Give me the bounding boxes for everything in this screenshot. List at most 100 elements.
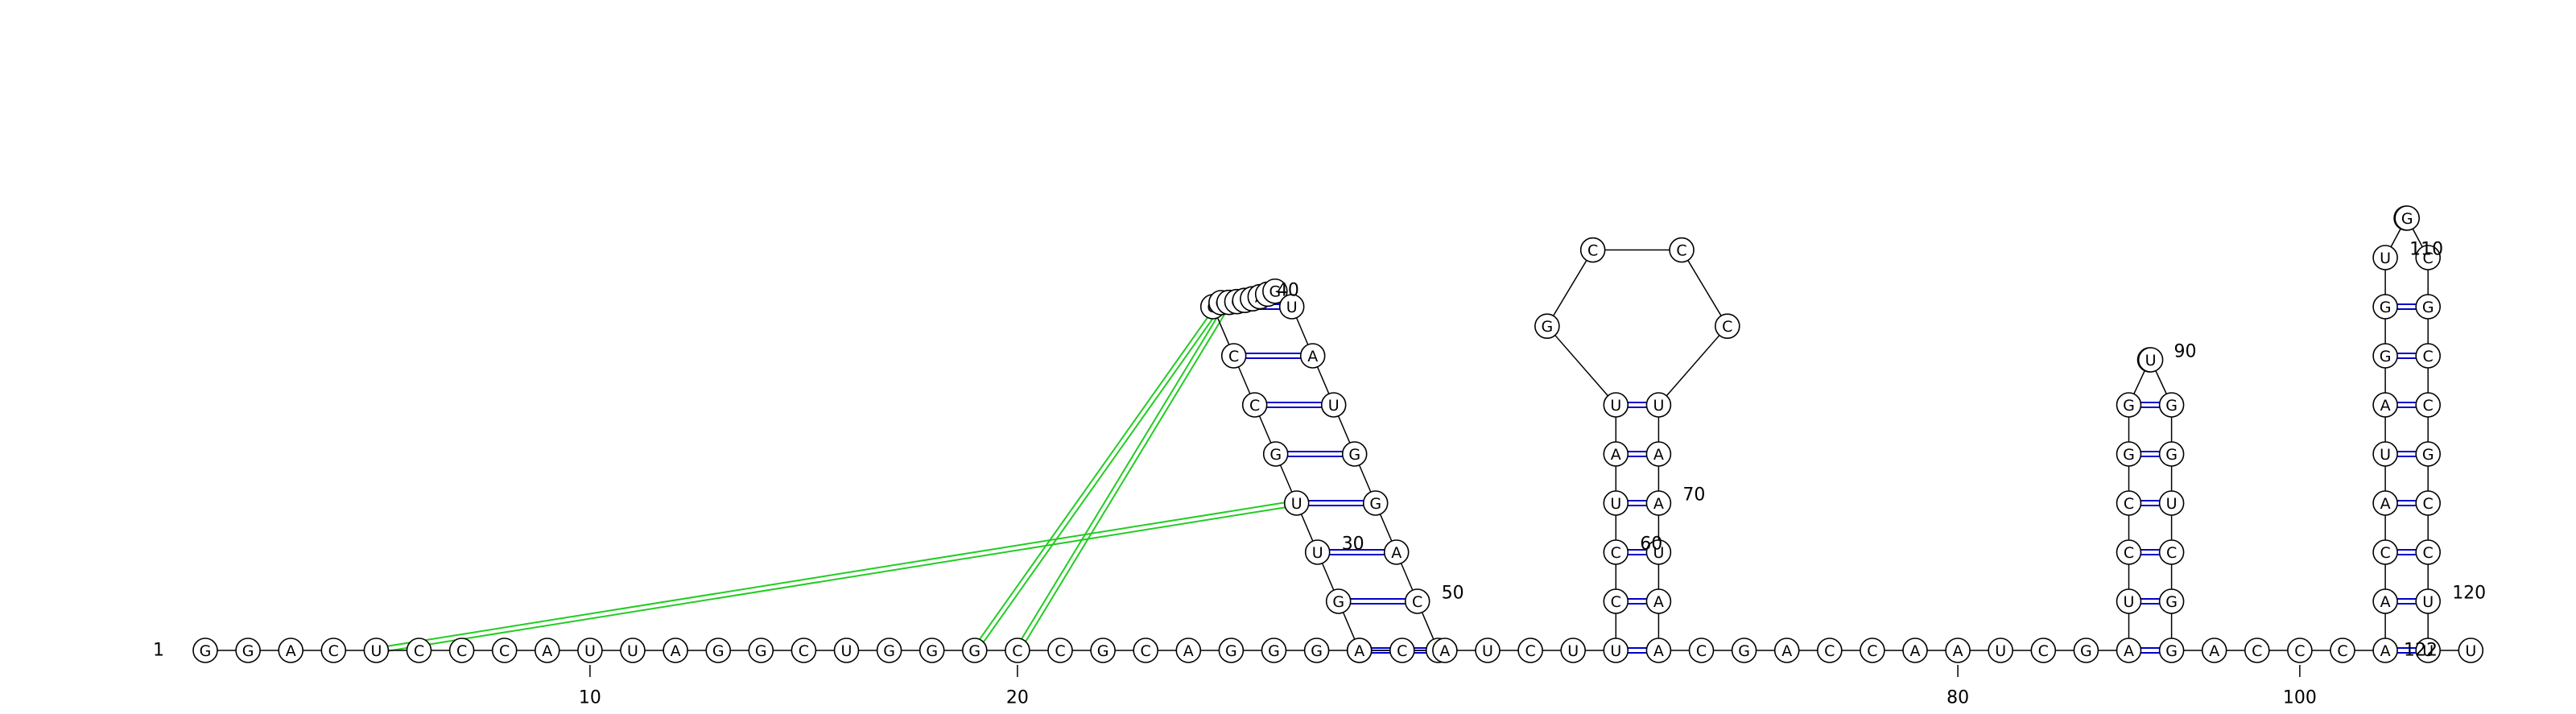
nucleotide-letter: C <box>1867 642 1877 660</box>
nucleotide-circle <box>1303 638 1330 663</box>
nucleotide-54: A <box>1432 638 1458 663</box>
long-range-pair-line <box>972 300 1220 650</box>
nucleotide-letter: A <box>1653 495 1664 513</box>
nucleotide-circle <box>2158 441 2185 467</box>
nucleotide-letter: G <box>1738 642 1750 660</box>
nucleotide-circle <box>2415 343 2441 369</box>
nucleotide-19: G <box>962 638 988 663</box>
nucleotide-letter: U <box>1312 544 1323 562</box>
nucleotide-circle <box>2372 441 2398 467</box>
nucleotide-110: U <box>2372 245 2398 270</box>
nucleotide-20: C <box>1005 638 1030 663</box>
nucleotide-circle <box>1645 490 1672 516</box>
nucleotide-112: G <box>2394 205 2420 231</box>
nucleotide-circle <box>1389 638 1415 663</box>
nucleotide-circle <box>1383 539 1410 565</box>
nucleotide-letter: C <box>2038 642 2049 660</box>
nucleotide-letter: U <box>1328 397 1340 415</box>
nucleotide-letter: C <box>328 642 339 660</box>
position-label: 110 <box>2409 240 2443 260</box>
nucleotide-circle <box>2372 490 2398 516</box>
nucleotide-56: C <box>1517 638 1543 663</box>
nucleotide-69: A <box>1645 441 1672 467</box>
nucleotide-letter: A <box>2380 593 2391 611</box>
nucleotide-circle <box>2372 638 2398 663</box>
nucleotide-circle <box>406 638 432 663</box>
nucleotide-letter: G <box>2165 446 2178 464</box>
nucleotide-circle <box>2201 638 2227 663</box>
nucleotide-letter: C <box>1228 348 1239 365</box>
nucleotide-9: A <box>534 638 560 663</box>
nucleotide-83: G <box>2073 638 2099 663</box>
nucleotide-circle <box>1603 588 1629 614</box>
nucleotide-81: U <box>1988 638 2013 663</box>
nucleotide-circle <box>2073 638 2099 663</box>
nucleotide-circle <box>1261 638 1287 663</box>
nucleotide-letter: C <box>1587 242 1598 260</box>
nucleotide-letter: G <box>883 642 895 660</box>
nucleotide-102: A <box>2372 638 2398 663</box>
nucleotide-letter: G <box>242 642 254 660</box>
nucleotide-80: A <box>1945 638 1971 663</box>
nucleotide-circle <box>919 638 945 663</box>
nucleotide-circle <box>2415 490 2441 516</box>
nucleotide-letter: C <box>2166 544 2177 562</box>
nucleotide-circle <box>2030 638 2057 663</box>
nucleotide-93: G <box>2158 441 2185 467</box>
nucleotide-32: G <box>1262 441 1289 467</box>
nucleotide-letter: G <box>926 642 938 660</box>
nucleotide-letter: A <box>2380 495 2391 513</box>
nucleotide-letter: G <box>1269 283 1281 301</box>
nucleotide-48: G <box>1362 490 1389 516</box>
backbone-link <box>1546 250 1594 327</box>
nucleotide-5: U <box>363 638 390 663</box>
nucleotide-104: C <box>2372 539 2398 565</box>
nucleotide-26: G <box>1261 638 1287 663</box>
nucleotide-25: G <box>1218 638 1245 663</box>
nucleotide-33: C <box>1241 392 1268 418</box>
nucleotide-circle <box>1945 638 1971 663</box>
nucleotide-circle <box>577 638 603 663</box>
nucleotide-15: C <box>791 638 817 663</box>
nucleotide-circle <box>1645 392 1672 418</box>
nucleotide-circle <box>2415 294 2441 320</box>
nucleotide-letter: A <box>2124 642 2134 660</box>
nucleotide-letter: U <box>370 642 382 660</box>
nucleotide-circle <box>2116 441 2142 467</box>
nucleotide-circle <box>2372 245 2398 270</box>
nucleotide-18: G <box>919 638 945 663</box>
nucleotide-circle <box>2372 392 2398 418</box>
nucleotide-circle <box>663 638 688 663</box>
nucleotide-77: C <box>1817 638 1843 663</box>
nucleotide-letter: G <box>2165 642 2178 660</box>
nucleotide-4: C <box>320 638 347 663</box>
nucleotide-circle <box>791 638 817 663</box>
nucleotide-letter: G <box>968 642 980 660</box>
nucleotide-115: C <box>2415 343 2441 369</box>
nucleotide-circle <box>1988 638 2013 663</box>
nucleotide-circle <box>1773 638 1800 663</box>
position-label: 50 <box>1442 584 1464 604</box>
nucleotide-circle <box>620 638 646 663</box>
nucleotide-letter: U <box>2422 642 2434 660</box>
nucleotide-circle <box>1603 441 1629 467</box>
nucleotide-letter: C <box>456 642 467 660</box>
nucleotide-letter: U <box>627 642 638 660</box>
nucleotide-60: C <box>1603 539 1629 565</box>
nucleotide-letter: U <box>2145 352 2157 369</box>
backbone-layer <box>205 217 2471 651</box>
nucleotide-113: C <box>2415 245 2441 270</box>
nucleotide-1: G <box>192 638 218 663</box>
nucleotide-letter: G <box>755 642 767 660</box>
nucleotide-105: A <box>2372 490 2398 516</box>
nucleotide-letter: C <box>1525 642 1535 660</box>
nucleotide-letter: A <box>1439 642 1450 660</box>
nucleotide-107: A <box>2372 392 2398 418</box>
backbone-link <box>1657 325 1728 406</box>
nucleotide-letter: C <box>1397 642 1407 660</box>
nucleotide-circle <box>448 638 475 663</box>
nucleotide-99: C <box>2244 638 2270 663</box>
nucleotide-circle <box>2415 539 2441 565</box>
nucleotide-letter: A <box>1653 642 1664 660</box>
nucleotide-letter: C <box>2423 348 2434 365</box>
